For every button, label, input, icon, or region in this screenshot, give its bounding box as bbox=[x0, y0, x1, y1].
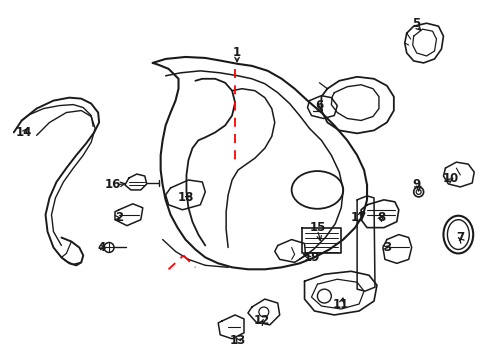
Text: 7: 7 bbox=[455, 231, 464, 244]
Text: 16: 16 bbox=[104, 179, 121, 192]
Text: 4: 4 bbox=[97, 241, 105, 254]
Text: 12: 12 bbox=[253, 314, 269, 327]
Text: 11: 11 bbox=[332, 297, 348, 311]
Text: 5: 5 bbox=[412, 17, 420, 30]
Text: 6: 6 bbox=[315, 99, 323, 112]
Text: 15: 15 bbox=[308, 221, 325, 234]
Text: 10: 10 bbox=[441, 171, 458, 185]
Text: 14: 14 bbox=[16, 126, 32, 139]
Text: 13: 13 bbox=[229, 334, 245, 347]
Text: 19: 19 bbox=[303, 251, 319, 264]
Text: 17: 17 bbox=[350, 211, 366, 224]
Text: 3: 3 bbox=[382, 241, 390, 254]
Text: 9: 9 bbox=[412, 179, 420, 192]
Text: 18: 18 bbox=[177, 192, 193, 204]
Text: 2: 2 bbox=[115, 211, 123, 224]
Text: 8: 8 bbox=[376, 211, 384, 224]
Text: 1: 1 bbox=[232, 46, 241, 59]
